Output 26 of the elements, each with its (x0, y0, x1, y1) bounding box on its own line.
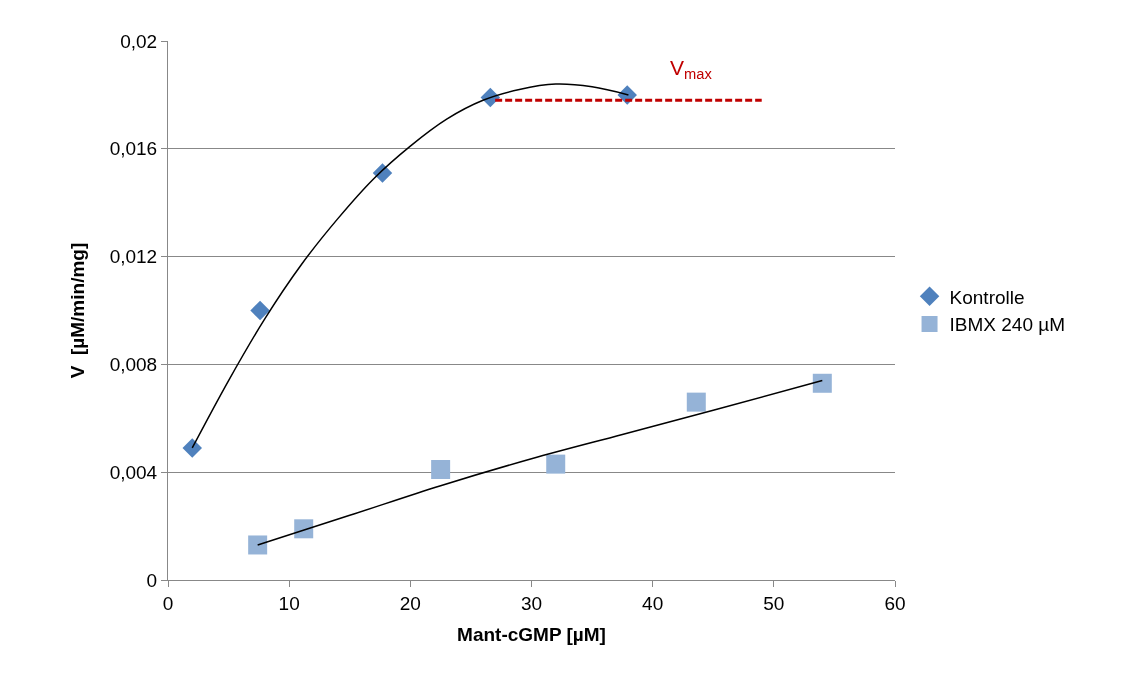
annotation: V$_{max}$ (670, 56, 713, 83)
point (294, 519, 314, 539)
x-tick-label: 0 (162, 592, 174, 614)
point (182, 438, 202, 458)
y-tick-label: 0,02 (120, 30, 158, 52)
x-tick-label: 60 (884, 592, 906, 614)
point (812, 373, 832, 393)
y-axis-title: V [µM/min/mg] (66, 242, 88, 379)
x-tick-label: 30 (520, 592, 543, 614)
legend-label: Kontrolle (949, 286, 1025, 308)
y-tick-label: 0 (146, 569, 158, 591)
x-tick-label: 20 (399, 592, 421, 614)
point (248, 535, 268, 555)
y-tick-label: 0,004 (109, 461, 158, 483)
y-tick-label: 0,016 (109, 138, 158, 160)
x-tick-label: 10 (278, 592, 300, 614)
y-tick-label: 0,008 (109, 354, 158, 376)
y-tick-label: 0,012 (109, 246, 158, 268)
x-tick-label: 50 (763, 592, 785, 614)
point (546, 454, 566, 474)
x-tick-label: 40 (642, 592, 664, 614)
legend-label: IBMX 240 µM (949, 314, 1066, 336)
point (250, 300, 270, 321)
x-axis-title: Mant-cGMP [µM] (457, 623, 606, 645)
point (686, 392, 706, 412)
point (431, 460, 451, 480)
